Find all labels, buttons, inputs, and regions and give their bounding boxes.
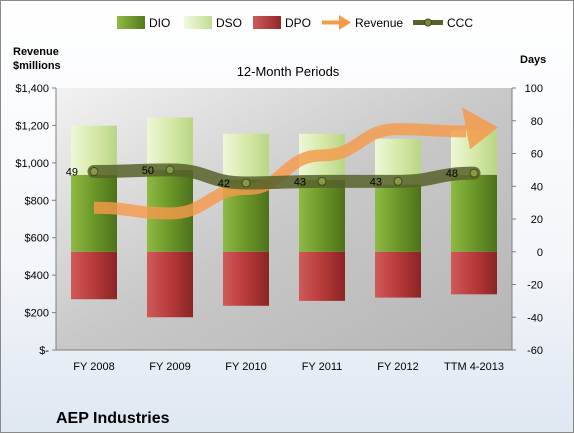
ccc-line	[87, 163, 481, 190]
legend: DIO DSO DPO Revenue CCC	[117, 15, 473, 30]
bar-dpo	[223, 251, 269, 306]
bar-dpo	[71, 251, 117, 300]
bar-dso	[147, 117, 193, 170]
right-axis-label: Days	[520, 54, 546, 66]
legend-label-dso: DSO	[216, 16, 242, 30]
ccc-layer: 49 50 42 43 43 48	[66, 163, 481, 190]
chart-title: 12-Month Periods	[237, 64, 340, 79]
bar-dpo	[375, 251, 421, 298]
left-axis-tick-label: $200	[25, 308, 49, 320]
bar-dpo	[299, 251, 345, 301]
bar-dio	[299, 179, 345, 252]
left-axis-tick-label: $800	[25, 195, 49, 207]
ccc-point	[317, 176, 327, 186]
bar-dio	[375, 184, 421, 252]
x-axis-tick-label: TTM 4-2013	[444, 361, 504, 373]
right-axis-tick-label: 80	[531, 116, 543, 128]
ccc-data-label: 49	[66, 167, 78, 179]
legend-marker-ccc	[424, 18, 432, 27]
right-axis-tick-label: -40	[527, 312, 543, 324]
axes-layer: $- $200 $400 $600 $800 $1,000 $1,200 $1,400 -60 -…	[15, 83, 543, 373]
ccc-point	[165, 165, 175, 175]
left-axis-tick-label: $1,200	[15, 120, 49, 132]
left-axis-tick-label: $600	[25, 233, 49, 245]
ccc-point	[89, 167, 99, 177]
x-axis-tick-label: FY 2012	[377, 361, 418, 373]
bar-dso	[223, 133, 269, 180]
x-axis-tick-label: FY 2010	[225, 361, 266, 373]
legend-swatch-dso	[184, 16, 212, 29]
legend-swatch-dio	[117, 16, 145, 29]
bar-dpo	[147, 251, 193, 318]
legend-label-dio: DIO	[149, 16, 170, 30]
revenue-layer	[93, 107, 498, 220]
revenue-arrowhead	[462, 107, 498, 150]
left-axis-label-line2: $millions	[13, 60, 61, 72]
legend-item-dso: DSO	[184, 16, 242, 30]
right-axis-tick-label: 60	[531, 149, 543, 161]
ccc-point	[469, 168, 479, 178]
ccc-point	[241, 178, 251, 188]
ccc-point	[393, 176, 403, 186]
bar-dpo	[451, 251, 497, 295]
revenue-line	[93, 123, 467, 220]
right-axis-tick-label: 100	[525, 83, 543, 95]
x-axis-tick-label: FY 2008	[73, 361, 114, 373]
right-axis-tick-label: 20	[531, 214, 543, 226]
right-axis-tick-label: -20	[527, 280, 543, 292]
ccc-data-label: 43	[370, 176, 382, 188]
ccc-data-label: 42	[218, 178, 230, 190]
x-axis-tick-label: FY 2009	[149, 361, 190, 373]
left-axis-label-line1: Revenue	[13, 46, 59, 58]
legend-item-dpo: DPO	[253, 16, 311, 30]
ccc-data-label: 50	[142, 165, 154, 177]
legend-label-ccc: CCC	[447, 16, 473, 30]
left-axis-tick-label: $1,000	[15, 158, 49, 170]
left-axis-tick-label: $400	[25, 270, 49, 282]
right-axis-tick-label: 40	[531, 181, 543, 193]
legend-label-revenue: Revenue	[355, 16, 403, 30]
x-axis-tick-label: FY 2011	[302, 361, 343, 373]
legend-item-ccc: CCC	[413, 16, 473, 30]
bar-dio	[451, 174, 497, 252]
left-axis-tick-label: $1,400	[15, 83, 49, 95]
legend-label-dpo: DPO	[285, 16, 311, 30]
ccc-data-label: 43	[294, 176, 306, 188]
legend-swatch-dpo	[253, 16, 281, 29]
legend-swatch-revenue	[322, 15, 351, 30]
legend-item-dio: DIO	[117, 16, 170, 30]
company-name: AEP Industries	[56, 410, 170, 427]
right-axis-tick-label: 0	[537, 247, 543, 259]
right-axis-tick-label: -60	[527, 345, 543, 357]
legend-item-revenue: Revenue	[322, 15, 403, 30]
ccc-data-label: 48	[446, 168, 458, 180]
left-axis-tick-label: $-	[39, 345, 49, 357]
